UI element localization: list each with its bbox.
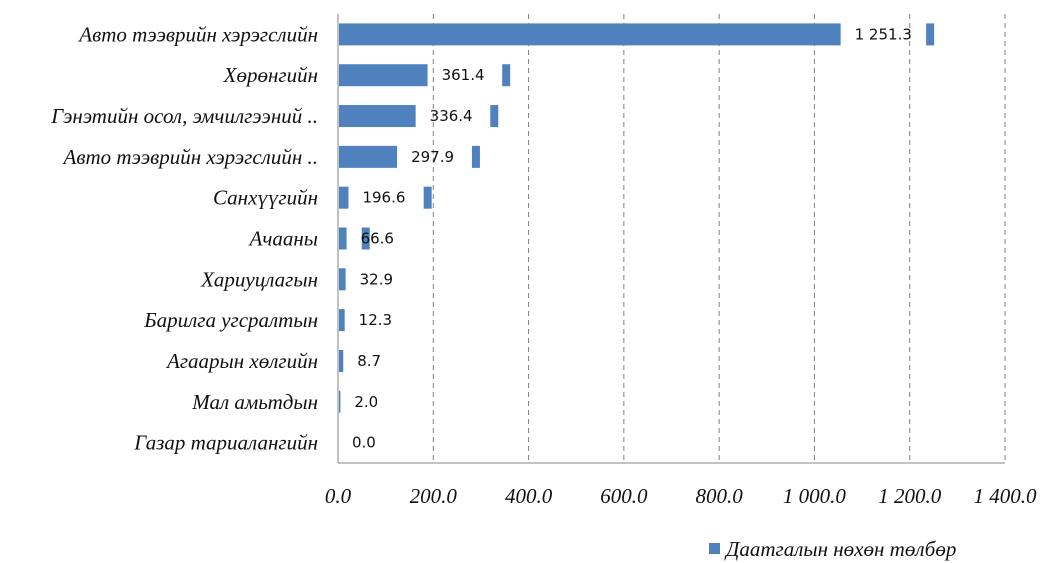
data-label: 196.6 — [362, 189, 405, 207]
data-label: 12.3 — [359, 311, 392, 329]
data-label: 32.9 — [360, 270, 393, 288]
bar — [339, 309, 345, 332]
category-label: Санхүүгийн — [213, 186, 318, 210]
bar-end — [361, 227, 370, 250]
x-tick-label: 400.0 — [505, 484, 553, 508]
data-label: 361.4 — [442, 66, 485, 84]
bar — [339, 349, 344, 372]
bar — [339, 105, 416, 128]
bar — [339, 145, 398, 168]
x-tick-label: 1 400.0 — [974, 484, 1038, 508]
x-tick-label: 1 000.0 — [783, 484, 847, 508]
bar — [339, 64, 428, 87]
x-tick-label: 800.0 — [696, 484, 744, 508]
data-label: 8.7 — [357, 352, 381, 370]
category-label: Барилга угсралтын — [143, 308, 318, 332]
x-tick-labels: 0.0 200.0 400.0 600.0 800.0 1 000.0 1 200.0 1 4… — [325, 484, 1037, 508]
data-label: 336.4 — [430, 107, 473, 125]
legend: Даатгалын нөхөн төлбөр — [709, 537, 956, 561]
category-label: Ачааны — [248, 227, 319, 251]
category-label: Гэнэтийн осол, эмчилгээний .. — [50, 104, 318, 128]
bar-end — [423, 186, 432, 209]
legend-swatch — [709, 543, 720, 554]
category-label: Авто тээврийн хэрэгслийн .. — [62, 145, 318, 169]
category-label: Хөрөнгийн — [223, 63, 318, 87]
x-tick-label: 1 200.0 — [878, 484, 942, 508]
data-label: 1 251.3 — [855, 25, 912, 43]
data-label: 2.0 — [354, 393, 378, 411]
bar-end — [490, 105, 499, 128]
category-label: Хариуцлагын — [200, 267, 318, 291]
category-label: Мал амьтдын — [191, 390, 318, 414]
x-tick-label: 600.0 — [600, 484, 648, 508]
bar-end — [502, 64, 511, 87]
gridlines — [432, 14, 1006, 463]
bars — [339, 23, 935, 413]
bar — [339, 390, 341, 413]
x-tick-label: 0.0 — [325, 484, 352, 508]
bar — [339, 23, 841, 46]
legend-label: Даатгалын нөхөн төлбөр — [724, 537, 956, 561]
bar — [339, 268, 346, 291]
axes — [337, 14, 1005, 464]
bar-end — [471, 145, 480, 168]
data-label: 297.9 — [411, 148, 454, 166]
x-tick-label: 200.0 — [410, 484, 458, 508]
data-labels: 1 251.3 361.4 336.4 297.9 196.6 66.6 32.9 12.3 8… — [352, 25, 912, 451]
bar — [339, 186, 349, 209]
data-label: 66.6 — [361, 230, 394, 248]
bar — [339, 227, 347, 250]
category-label: Авто тээврийн хэрэгслийн — [77, 22, 318, 46]
category-labels: Авто тээврийн хэрэгслийн Хөрөнгийн Гэнэтий… — [50, 22, 318, 454]
bar-end — [926, 23, 935, 46]
category-label: Газар тариалангийн — [133, 431, 318, 455]
data-label: 0.0 — [352, 434, 376, 452]
category-label: Агаарын хөлгийн — [165, 349, 318, 373]
